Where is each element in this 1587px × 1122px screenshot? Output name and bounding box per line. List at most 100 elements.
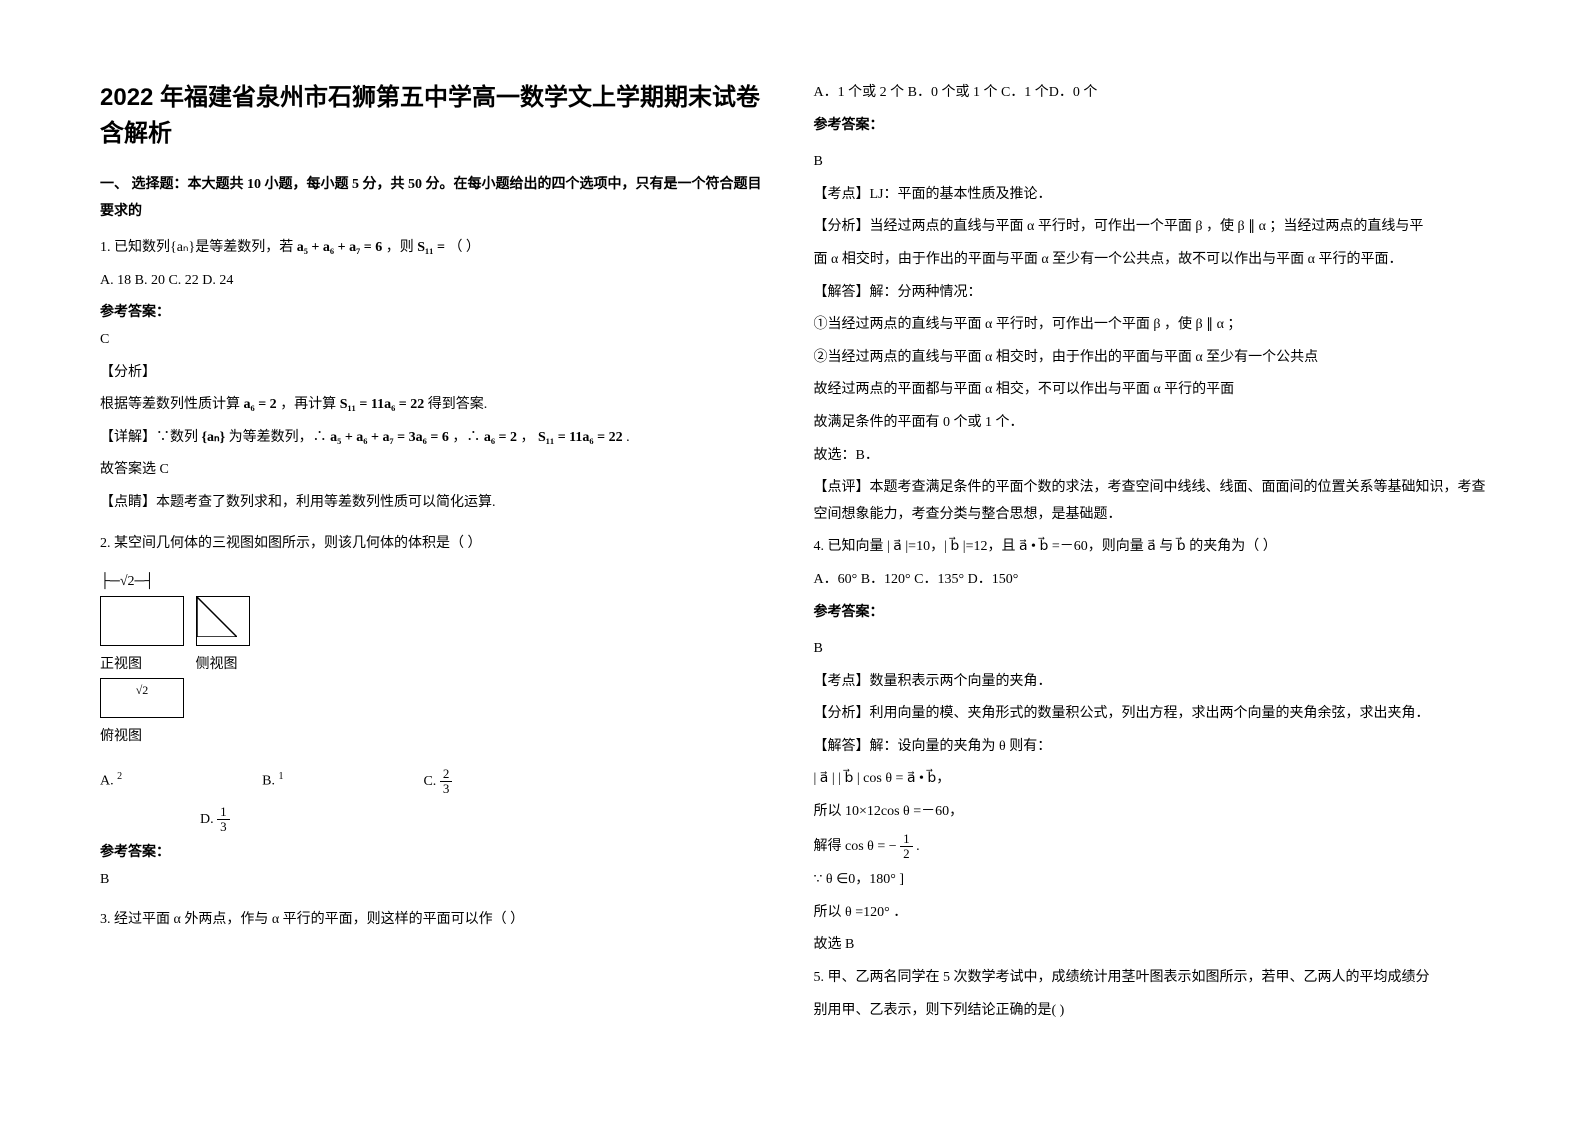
q2-optC: C. 23 [423, 767, 452, 797]
left-column: 2022 年福建省泉州市石狮第五中学高一数学文上学期期末试卷含解析 一、 选择题… [100, 80, 774, 1030]
q3-jd3: 故经过两点的平面都与平面 α 相交，不可以作出与平面 α 平行的平面 [814, 377, 1488, 404]
q2-answer: B [100, 867, 774, 894]
q5-stem1: 5. 甲、乙两名同学在 5 次数学考试中，成绩统计用茎叶图表示如图所示，若甲、乙… [814, 965, 1488, 992]
q2-optB-label: B. [262, 774, 278, 789]
q1-ana-f1: a₆ = 2 [244, 397, 277, 412]
q4-kp: 【考点】数量积表示两个向量的夹角． [814, 669, 1488, 696]
q2-options-row1: A. 2 B. 1 C. 23 [100, 767, 774, 797]
q2-optD-num: 1 [217, 805, 230, 820]
q1-detail-label: 【详解】∵数列 [100, 430, 198, 445]
q3-fx1: 【分析】当经过两点的直线与平面 α 平行时，可作出一个平面 β ，使 β ∥ α… [814, 214, 1488, 241]
q2-optC-frac: 23 [440, 767, 453, 797]
q2-optA-label: A. [100, 774, 117, 789]
q1-answer: C [100, 327, 774, 354]
q4-jd3-den: 2 [900, 847, 913, 861]
q2-top-sqrt: √2 [136, 683, 149, 697]
q1-detail-f2: a₆ = 2 [484, 430, 517, 445]
q1-detail-mid3: ， [521, 430, 535, 445]
q2-dia-sqrt-top: √2 [120, 574, 135, 589]
q1-formula2: S₁₁ = [417, 240, 445, 255]
q3-jd1: ①当经过两点的直线与平面 α 平行时，可作出一个平面 β ，使 β ∥ α ； [814, 312, 1488, 339]
q4-options: A．60° B．120° C．135° D．150° [814, 567, 1488, 594]
q1-mid: ，则 [386, 240, 414, 255]
q1-analysis-line: 根据等差数列性质计算 a₆ = 2 ，再计算 S₁₁ = 11a₆ = 22 得… [100, 392, 774, 419]
q2-optD-frac: 13 [217, 805, 230, 835]
q2-optD-den: 3 [217, 820, 230, 834]
q1-detail-f3: S₁₁ = 11a₆ = 22 [538, 430, 623, 445]
page-root: 2022 年福建省泉州市石狮第五中学高一数学文上学期期末试卷含解析 一、 选择题… [0, 0, 1587, 1070]
q4-jd4: ∵ θ ∈0，180° ] [814, 867, 1488, 894]
q5-stem2: 别用甲、乙表示，则下列结论正确的是( ) [814, 998, 1488, 1025]
q2-dia-row1: 正视图 侧视图 [100, 596, 774, 679]
q1-point: 【点睛】本题考查了数列求和，利用等差数列性质可以简化运算. [100, 490, 774, 517]
q4-jd3-frac: 12 [900, 832, 913, 862]
q1-ana-b: ，再计算 [280, 397, 336, 412]
q4-jd3: 解得 cos θ = − 12 . [814, 832, 1488, 862]
q2-dia-row2: √2 俯视图 [100, 678, 774, 751]
q2-options-row2: D. 13 [100, 805, 774, 835]
q1-ana-a: 根据等差数列性质计算 [100, 397, 240, 412]
q1-formula1: a₅ + a₆ + a₇ = 6 [297, 240, 383, 255]
q1-stem-prefix: 1. 已知数列{aₙ}是等差数列，若 [100, 240, 293, 255]
doc-title: 2022 年福建省泉州市石狮第五中学高一数学文上学期期末试卷含解析 [100, 80, 774, 152]
q2-optB-val: 1 [278, 771, 283, 782]
q1-analysis-label: 【分析】 [100, 360, 774, 387]
q2-top-label: 俯视图 [100, 729, 142, 744]
q3-jd5: 故选：B． [814, 443, 1488, 470]
q2-side-stack: 侧视图 [196, 596, 258, 679]
q1-stem: 1. 已知数列{aₙ}是等差数列，若 a₅ + a₆ + a₇ = 6 ，则 S… [100, 235, 774, 262]
q2-optA: A. 2 [100, 767, 122, 797]
q4-jd3-num: 1 [900, 832, 913, 847]
q4-jd3-eq: cos θ = − [845, 839, 897, 854]
q4-jd2: 所以 10×12cos θ =－60， [814, 799, 1488, 826]
section-1-heading: 一、 选择题：本大题共 10 小题，每小题 5 分，共 50 分。在每小题给出的… [100, 172, 774, 225]
q1-detail-tail: . [626, 430, 630, 445]
q1-ana-c: 得到答案. [428, 397, 488, 412]
q4-answer: B [814, 636, 1488, 663]
q2-optC-label: C. [423, 774, 439, 789]
q4-jd3-tail: . [916, 839, 920, 854]
q1-conclude: 故答案选 C [100, 457, 774, 484]
q4-fx: 【分析】利用向量的模、夹角形式的数量积公式，列出方程，求出两个向量的夹角余弦，求… [814, 701, 1488, 728]
q3-jd-label: 【解答】解：分两种情况： [814, 280, 1488, 307]
q2-optC-num: 2 [440, 767, 453, 782]
q2-side-label: 侧视图 [196, 657, 238, 672]
q1-detail: 【详解】∵数列 {aₙ} 为等差数列，∴ a₅ + a₆ + a₇ = 3a₆ … [100, 425, 774, 452]
q2-top-box: √2 [100, 678, 184, 718]
q3-answer-label: 参考答案： [814, 113, 1488, 140]
q4-jd1: | a⃗ | | b⃗ | cos θ = a⃗ • b⃗， [814, 766, 1488, 793]
q4-jd5: 所以 θ =120° ． [814, 900, 1488, 927]
q4-jd-label: 【解答】解：设向量的夹角为 θ 则有： [814, 734, 1488, 761]
q3-dp: 【点评】本题考查满足条件的平面个数的求法，考查空间中线线、线面、面面间的位置关系… [814, 475, 1488, 528]
q2-front-stack: 正视图 [100, 596, 192, 679]
q1-answer-label: 参考答案： [100, 300, 774, 327]
q2-side-box [196, 596, 250, 646]
q2-optD-label: D. [200, 812, 217, 827]
q4-answer-label: 参考答案： [814, 600, 1488, 627]
q2-top-stack: √2 俯视图 [100, 678, 192, 751]
q2-front-box [100, 596, 184, 646]
q1-detail-mid1: 为等差数列，∴ [229, 430, 327, 445]
q4-jd6: 故选 B [814, 932, 1488, 959]
q2-front-label: 正视图 [100, 657, 142, 672]
q2-optB: B. 1 [262, 767, 283, 797]
q3-jd4: 故满足条件的平面有 0 个或 1 个． [814, 410, 1488, 437]
q1-tail: （ ） [448, 240, 480, 255]
q3-answer: B [814, 149, 1488, 176]
q2-stem: 2. 某空间几何体的三视图如图所示，则该几何体的体积是（ ） [100, 531, 774, 558]
q1-detail-mid2: ，∴ [452, 430, 480, 445]
q4-stem: 4. 已知向量 | a⃗ |=10，| b⃗ |=12，且 a⃗ • b⃗ =－… [814, 534, 1488, 561]
q1-ana-f2: S₁₁ = 11a₆ = 22 [340, 397, 425, 412]
q1-detail-set: {aₙ} [202, 430, 226, 445]
q4-jd3-pre: 解得 [814, 839, 842, 854]
right-column: A．1 个或 2 个 B．0 个或 1 个 C．1 个D．0 个 参考答案： B… [814, 80, 1488, 1030]
q3-stem: 3. 经过平面 α 外两点，作与 α 平行的平面，则这样的平面可以作（ ） [100, 907, 774, 934]
q2-optC-den: 3 [440, 782, 453, 796]
q2-answer-label: 参考答案： [100, 840, 774, 867]
q3-options: A．1 个或 2 个 B．0 个或 1 个 C．1 个D．0 个 [814, 80, 1488, 107]
q2-dia-toplen: ├─√2─┤ [100, 569, 774, 596]
q3-jd2: ②当经过两点的直线与平面 α 相交时，由于作出的平面与平面 α 至少有一个公共点 [814, 345, 1488, 372]
q2-diagram: ├─√2─┤ 正视图 侧视图 √2 俯视图 [100, 569, 774, 751]
q1-options: A. 18 B. 20 C. 22 D. 24 [100, 268, 774, 295]
q3-fx2: 面 α 相交时，由于作出的平面与平面 α 至少有一个公共点，故不可以作出与平面 … [814, 247, 1488, 274]
